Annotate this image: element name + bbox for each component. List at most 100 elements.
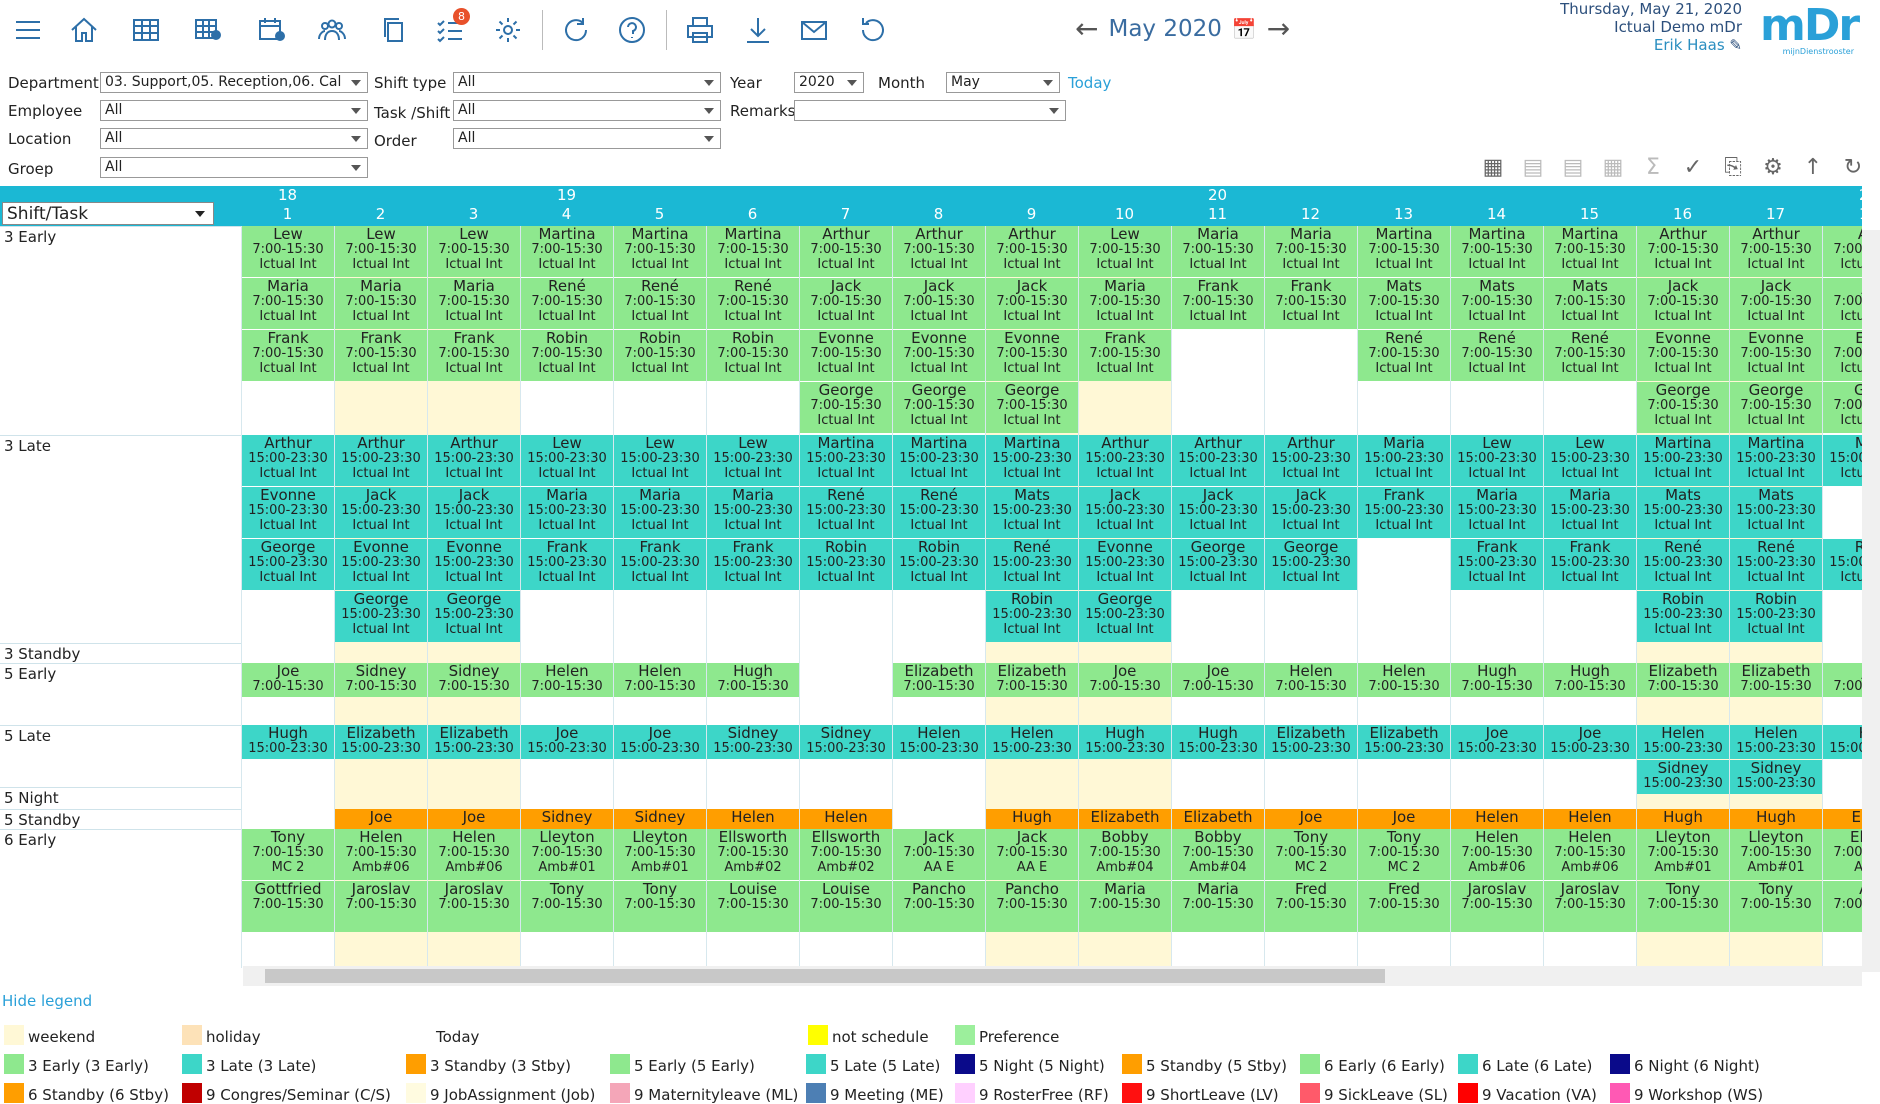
shift-cell[interactable]: George 15:00-23:30 Ictual Int	[335, 591, 427, 642]
day-header[interactable]: 12	[1264, 186, 1357, 226]
shift-cell[interactable]: Joe	[335, 809, 427, 830]
shift-cell[interactable]: Fred 7:00-15:30	[1265, 881, 1357, 932]
shift-cell[interactable]: Tony 7:00-15:30 MC 2	[1265, 829, 1357, 880]
location-select[interactable]: All	[100, 128, 368, 149]
shift-cell[interactable]: Pancho 7:00-15:30	[893, 881, 985, 932]
table-view-icon[interactable]: ▦	[1482, 154, 1504, 180]
shift-cell[interactable]: Maria 7:00-15:30 Ictual Int	[1172, 226, 1264, 277]
shift-cell[interactable]: George 7:00-15:30 Ictual Int	[1730, 382, 1822, 433]
today-link[interactable]: Today	[1068, 74, 1112, 92]
shift-cell[interactable]: Elizabeth 15:00-23:30	[335, 725, 427, 759]
shift-cell[interactable]: Lew 7:00-15:30 Ictual Int	[242, 226, 334, 277]
shift-cell[interactable]: Frank 15:00-23:30 Ictual Int	[1358, 487, 1450, 538]
shift-cell[interactable]: Sidney 7:00-15:30	[428, 663, 520, 697]
shift-cell[interactable]: Elizabeth 7:00-15:30	[1637, 663, 1729, 697]
shift-cell[interactable]: René 7:00-15:30 Ictual Int	[1544, 330, 1636, 381]
shift-cell[interactable]: Hugh	[1637, 809, 1729, 830]
shift-cell[interactable]: Maria 15:00-23:30 Ictual Int	[614, 487, 706, 538]
shift-cell[interactable]: Lew 15:00-23:30 Ictual Int	[614, 435, 706, 486]
shift-cell[interactable]: Jack 7:00-15:30 Ictual Int	[1730, 278, 1822, 329]
refresh-icon[interactable]	[558, 12, 594, 48]
gear-icon[interactable]	[490, 12, 526, 48]
settings-icon[interactable]: ⚙	[1763, 154, 1783, 180]
shift-cell[interactable]: Martina 7:00-15:30 Ictual Int	[1358, 226, 1450, 277]
shift-cell[interactable]: George 7:00-15:30 Ictual Int	[986, 382, 1078, 433]
shift-cell[interactable]: Martina 7:00-15:30 Ictual Int	[707, 226, 799, 277]
year-select[interactable]: 2020	[794, 72, 864, 93]
shift-cell[interactable]: Evonne 15:00-23:30 Ictual Int	[428, 539, 520, 590]
shift-cell[interactable]: Lew 7:00-15:30 Ictual Int	[1079, 226, 1171, 277]
shift-cell[interactable]: Evonne 7:00-15:30 Ictual Int	[893, 330, 985, 381]
shift-cell[interactable]: Martina 7:00-15:30 Ictual Int	[1451, 226, 1543, 277]
shift-cell[interactable]: Jack 7:00-15:30 AA E	[893, 829, 985, 880]
shift-cell[interactable]: Lew 15:00-23:30 Ictual Int	[707, 435, 799, 486]
shift-cell[interactable]: Arthur 15:00-23:30 Ictual Int	[428, 435, 520, 486]
shift-cell[interactable]: René 7:00-15:30 Ictual Int	[614, 278, 706, 329]
shift-cell[interactable]: Frank 15:00-23:30 Ictual Int	[614, 539, 706, 590]
shift-cell[interactable]: Lew 15:00-23:30 Ictual Int	[1451, 435, 1543, 486]
shift-cell[interactable]: Robin 15:00-23:30 Ictual Int	[893, 539, 985, 590]
shift-cell[interactable]: Hugh	[1730, 809, 1822, 830]
day-header[interactable]: 15	[1543, 186, 1636, 226]
shift-cell[interactable]: George 15:00-23:30 Ictual Int	[1265, 539, 1357, 590]
vertical-scrollbar[interactable]	[1862, 230, 1880, 972]
calendar-user-icon[interactable]	[254, 12, 290, 48]
shift-cell[interactable]: Ellsworth 7:00-15:30 Amb#02	[800, 829, 892, 880]
shift-cell[interactable]: Lleyton 7:00-15:30 Amb#01	[1730, 829, 1822, 880]
shift-cell[interactable]: Hugh 15:00-23:30	[1172, 725, 1264, 759]
shift-cell[interactable]: Frank 15:00-23:30 Ictual Int	[1544, 539, 1636, 590]
shift-cell[interactable]: Hugh 7:00-15:30	[1451, 663, 1543, 697]
shift-cell[interactable]: Martina 7:00-15:30 Ictual Int	[521, 226, 613, 277]
shift-cell[interactable]: Maria 7:00-15:30 Ictual Int	[428, 278, 520, 329]
shift-cell[interactable]: Robin 15:00-23:30 Ictual Int	[1637, 591, 1729, 642]
shift-cell[interactable]: George 7:00-15:30 Ictual Int	[1637, 382, 1729, 433]
check-icon[interactable]: ✓	[1683, 154, 1703, 180]
day-header[interactable]: 20 11	[1171, 186, 1264, 226]
shift-cell[interactable]: Frank 7:00-15:30 Ictual Int	[1079, 330, 1171, 381]
shift-cell[interactable]: Jack 15:00-23:30 Ictual Int	[1265, 487, 1357, 538]
shift-cell[interactable]: Jack 15:00-23:30 Ictual Int	[1079, 487, 1171, 538]
shift-cell[interactable]: Mats 15:00-23:30 Ictual Int	[1637, 487, 1729, 538]
order-select[interactable]: All	[453, 128, 721, 149]
shift-cell[interactable]: George 15:00-23:30 Ictual Int	[1172, 539, 1264, 590]
shift-cell[interactable]: Evonne 7:00-15:30 Ictual Int	[986, 330, 1078, 381]
shift-cell[interactable]: Lew 15:00-23:30 Ictual Int	[1544, 435, 1636, 486]
shift-cell[interactable]: Gottfried 7:00-15:30	[242, 881, 334, 932]
shift-cell[interactable]: Maria 15:00-23:30 Ictual Int	[1544, 487, 1636, 538]
prev-month-icon[interactable]: ←	[1075, 12, 1099, 45]
day-header[interactable]: 19 4	[520, 186, 613, 226]
shift-cell[interactable]: Mats 15:00-23:30 Ictual Int	[986, 487, 1078, 538]
shift-cell[interactable]: Helen 15:00-23:30	[986, 725, 1078, 759]
day-header[interactable]: 2118	[1822, 186, 1862, 226]
calendar-icon[interactable]: 📅	[1231, 16, 1257, 41]
shift-cell[interactable]: Helen 7:00-15:30	[521, 663, 613, 697]
shift-cell[interactable]: Frank 7:00-15:30 Ictual Int	[242, 330, 334, 381]
shift-cell[interactable]: René 7:00-15:30 Ictual Int	[1358, 330, 1450, 381]
shift-cell[interactable]: Evonne 15:00-23:30 Ictual Int	[335, 539, 427, 590]
shift-cell[interactable]: Robin 15:00-23:30 Ictual Int	[1730, 591, 1822, 642]
shift-cell[interactable]: Joe	[428, 809, 520, 830]
day-header[interactable]: 18 1	[241, 186, 334, 226]
shift-cell[interactable]: Joe 15:00-23:30	[1451, 725, 1543, 759]
shift-cell[interactable]: Joe 15:00-23:30	[614, 725, 706, 759]
next-month-icon[interactable]: →	[1266, 12, 1291, 45]
shift-cell[interactable]: Maria 15:00-23:30 Ictual Int	[521, 487, 613, 538]
horizontal-scrollbar[interactable]	[243, 966, 1862, 986]
shift-cell[interactable]: Maria 7:00-15:30 Ictual Int	[335, 278, 427, 329]
shift-cell[interactable]: Helen 7:00-15:30	[614, 663, 706, 697]
shift-cell[interactable]: Lleyton 7:00-15:30 Amb#01	[521, 829, 613, 880]
user-name[interactable]: Erik Haas	[1653, 36, 1725, 54]
shift-cell[interactable]: Hugh 15:00-23:30	[1079, 725, 1171, 759]
shift-cell[interactable]: Arthur 7:00-15:30 Ictual Int	[800, 226, 892, 277]
shift-cell[interactable]: René 15:00-23:30 Ictual Int	[800, 487, 892, 538]
day-header[interactable]: 17	[1729, 186, 1822, 226]
shift-cell[interactable]: Frank 7:00-15:30 Ictual Int	[428, 330, 520, 381]
shift-cell[interactable]: Joe 7:00-15:30	[242, 663, 334, 697]
shift-cell[interactable]: Martina 15:00-23:30 Ictual Int	[1730, 435, 1822, 486]
shift-cell[interactable]: René 7:00-15:30 Ictual Int	[521, 278, 613, 329]
shift-cell[interactable]: Tony 7:00-15:30 MC 2	[242, 829, 334, 880]
shift-cell[interactable]: Elizabeth 7:00-15:30	[1730, 663, 1822, 697]
shift-cell[interactable]: Pancho 7:00-15:30	[986, 881, 1078, 932]
